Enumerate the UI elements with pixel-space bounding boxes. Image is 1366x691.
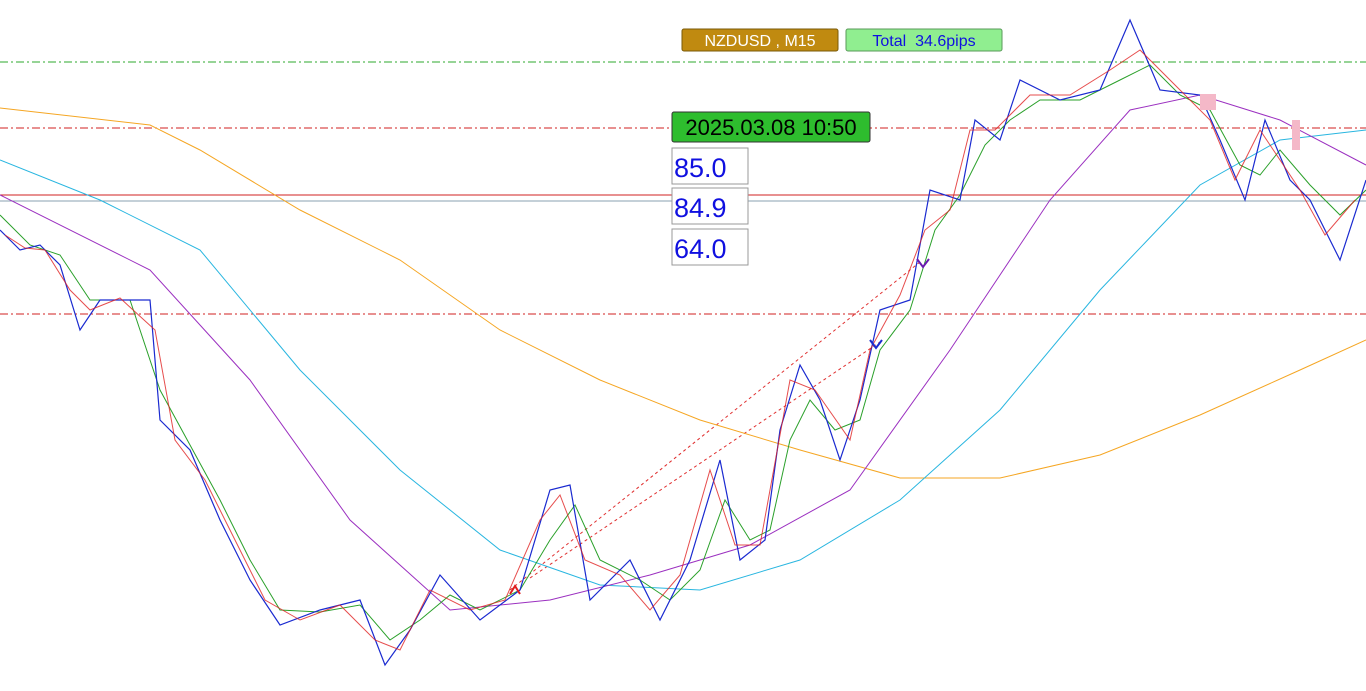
- signal-arrow: [916, 258, 930, 269]
- value-box: [671, 187, 749, 225]
- time-label: 2025.03.08 10:50: [685, 115, 856, 140]
- ma-slow: [0, 107, 1366, 479]
- channel-line: [509, 261, 921, 591]
- symbol-box: [681, 28, 839, 52]
- value-label: 85.0: [674, 153, 727, 183]
- highlight: [1292, 120, 1300, 150]
- value-label: 64.0: [674, 234, 727, 264]
- signal-arrow: [869, 339, 883, 350]
- ma-mid: [0, 129, 1366, 591]
- highlight: [1200, 94, 1216, 110]
- time-box: [671, 111, 871, 143]
- value-box: [671, 147, 749, 185]
- signal-arrow: [509, 584, 521, 595]
- value-label: 84.9: [674, 193, 727, 223]
- ma-fast: [0, 64, 1366, 641]
- value-box: [671, 228, 749, 266]
- channel-line: [529, 341, 881, 579]
- total-label: Total 34.6pips: [872, 33, 975, 50]
- symbol-label: NZDUSD , M15: [704, 33, 815, 50]
- total-box: [845, 28, 1003, 52]
- price-bars-up: [4, 49, 1356, 651]
